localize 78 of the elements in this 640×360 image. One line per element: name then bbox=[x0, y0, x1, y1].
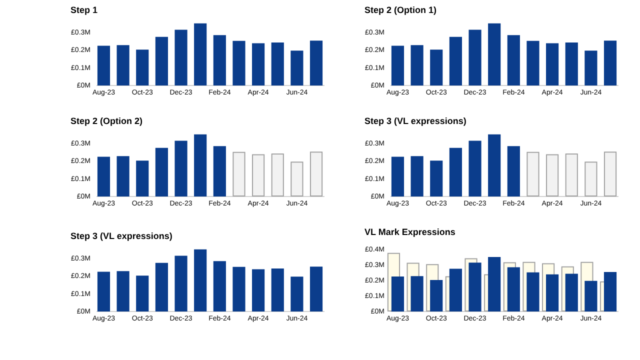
bar bbox=[174, 256, 188, 312]
bar bbox=[391, 46, 404, 86]
bar bbox=[290, 50, 304, 86]
bar bbox=[468, 262, 482, 312]
bar bbox=[604, 272, 617, 312]
bar bbox=[155, 36, 168, 86]
bar bbox=[194, 23, 207, 86]
bar bbox=[174, 30, 188, 86]
bar bbox=[584, 50, 598, 86]
bar bbox=[430, 280, 443, 312]
bar bbox=[97, 156, 110, 196]
bar bbox=[507, 35, 520, 86]
bar bbox=[232, 40, 246, 86]
bar bbox=[584, 280, 598, 312]
bar bbox=[565, 274, 578, 312]
bar bbox=[546, 154, 559, 196]
bar bbox=[271, 154, 284, 196]
bar bbox=[116, 271, 130, 312]
bar bbox=[430, 50, 443, 86]
bar bbox=[155, 262, 168, 312]
bar bbox=[213, 35, 226, 86]
bar bbox=[430, 160, 443, 196]
bar bbox=[410, 45, 424, 86]
bar bbox=[155, 148, 168, 196]
bar bbox=[194, 134, 207, 196]
bar bbox=[507, 267, 520, 312]
chart-title: Step 2 (Option 1) bbox=[364, 5, 437, 15]
bar bbox=[604, 40, 617, 86]
bar bbox=[584, 162, 598, 196]
bar bbox=[488, 134, 501, 196]
bar bbox=[232, 152, 246, 196]
chart-title: Step 1 bbox=[70, 5, 98, 15]
bar bbox=[449, 36, 462, 86]
chart-title: Step 2 (Option 2) bbox=[70, 116, 143, 126]
bar bbox=[136, 160, 149, 196]
bar bbox=[526, 40, 540, 86]
bar bbox=[116, 45, 130, 86]
bar bbox=[565, 154, 578, 196]
bar bbox=[449, 148, 462, 196]
bar bbox=[507, 146, 520, 196]
bar bbox=[488, 23, 501, 86]
bar bbox=[290, 276, 304, 312]
bar bbox=[116, 156, 130, 196]
chart-title: Step 3 (VL expressions) bbox=[70, 231, 172, 241]
bar bbox=[546, 274, 559, 312]
bar bbox=[468, 140, 482, 196]
bar bbox=[213, 146, 226, 196]
bar bbox=[391, 276, 404, 312]
bar bbox=[546, 43, 559, 86]
bar bbox=[468, 30, 482, 86]
bar bbox=[290, 162, 304, 196]
bar bbox=[136, 276, 149, 312]
bar bbox=[526, 152, 540, 196]
bar bbox=[271, 268, 284, 312]
bar bbox=[410, 276, 424, 312]
bar bbox=[136, 50, 149, 86]
chart-title: VL Mark Expressions bbox=[364, 227, 456, 237]
bar bbox=[449, 268, 462, 312]
bar bbox=[391, 156, 404, 196]
bar bbox=[252, 269, 265, 312]
bar bbox=[310, 266, 323, 312]
bar bbox=[232, 266, 246, 312]
bar bbox=[174, 140, 188, 196]
bar bbox=[604, 152, 617, 196]
bar bbox=[252, 43, 265, 86]
bar bbox=[488, 257, 501, 312]
chart-title: Step 3 (VL expressions) bbox=[364, 116, 466, 126]
bar bbox=[310, 40, 323, 86]
bar bbox=[97, 46, 110, 86]
bar bbox=[526, 272, 540, 312]
bar bbox=[97, 272, 110, 312]
bar bbox=[310, 152, 323, 196]
bar bbox=[271, 42, 284, 86]
bar bbox=[194, 249, 207, 312]
bar bbox=[410, 156, 424, 196]
bar bbox=[565, 42, 578, 86]
bar bbox=[213, 261, 226, 312]
bar bbox=[252, 154, 265, 196]
